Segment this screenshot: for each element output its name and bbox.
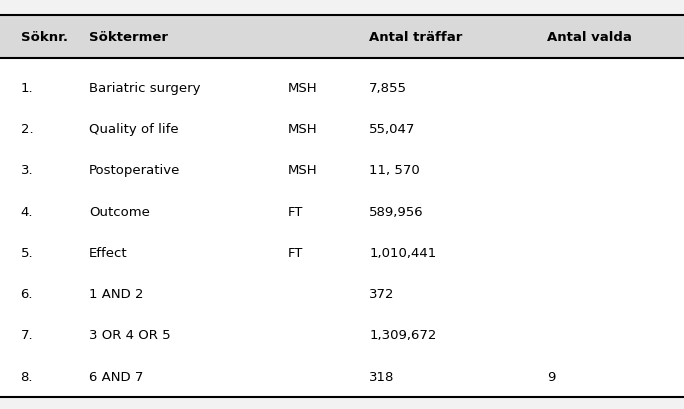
Text: Antal valda: Antal valda — [547, 31, 632, 44]
Text: 5.: 5. — [21, 246, 33, 259]
Text: 6 AND 7: 6 AND 7 — [89, 370, 143, 383]
Text: Quality of life: Quality of life — [89, 123, 179, 136]
Text: 372: 372 — [369, 288, 395, 300]
Text: FT: FT — [287, 205, 302, 218]
Text: 1,010,441: 1,010,441 — [369, 246, 436, 259]
Text: Bariatric surgery: Bariatric surgery — [89, 81, 200, 94]
Bar — [0, 59, 684, 397]
Text: Outcome: Outcome — [89, 205, 150, 218]
Text: 318: 318 — [369, 370, 395, 383]
Text: 8.: 8. — [21, 370, 33, 383]
Text: Söktermer: Söktermer — [89, 31, 168, 44]
Text: 3.: 3. — [21, 164, 33, 177]
Text: Postoperative: Postoperative — [89, 164, 181, 177]
Text: MSH: MSH — [287, 164, 317, 177]
Text: 11, 570: 11, 570 — [369, 164, 420, 177]
Text: 7.: 7. — [21, 328, 33, 342]
Text: 1.: 1. — [21, 81, 33, 94]
Text: 7,855: 7,855 — [369, 81, 408, 94]
Text: Antal träffar: Antal träffar — [369, 31, 463, 44]
Text: 55,047: 55,047 — [369, 123, 416, 136]
Text: 589,956: 589,956 — [369, 205, 424, 218]
Text: 1 AND 2: 1 AND 2 — [89, 288, 144, 300]
Text: 4.: 4. — [21, 205, 33, 218]
Text: 3 OR 4 OR 5: 3 OR 4 OR 5 — [89, 328, 170, 342]
Text: MSH: MSH — [287, 81, 317, 94]
Text: 2.: 2. — [21, 123, 33, 136]
Text: FT: FT — [287, 246, 302, 259]
Text: Söknr.: Söknr. — [21, 31, 68, 44]
Text: 9: 9 — [547, 370, 555, 383]
Text: 1,309,672: 1,309,672 — [369, 328, 437, 342]
Bar — [0, 16, 684, 59]
Text: MSH: MSH — [287, 123, 317, 136]
Text: Effect: Effect — [89, 246, 127, 259]
Text: 6.: 6. — [21, 288, 33, 300]
